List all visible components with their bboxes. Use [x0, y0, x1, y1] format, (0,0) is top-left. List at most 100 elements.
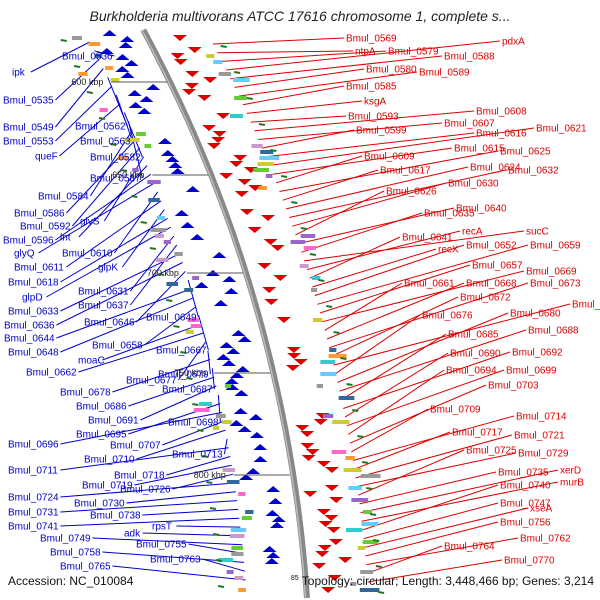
right-strand-gene-arrow — [287, 353, 302, 359]
right-gene-label: Bmul_0740 — [500, 481, 551, 492]
left-label-leader — [187, 279, 199, 318]
right-gene-label: Bmul_0692 — [512, 348, 563, 359]
right-feature-block — [300, 234, 316, 238]
right-strand-gene-arrow — [329, 497, 344, 503]
track-tick-right — [233, 71, 241, 74]
right-strand-gene-arrow — [264, 299, 279, 305]
right-label-leader — [351, 408, 429, 453]
left-feature-block — [230, 528, 247, 532]
left-label-leader — [78, 332, 204, 373]
backbone-arc — [140, 28, 310, 599]
left-strand-gene-arrow — [224, 378, 239, 384]
right-gene-label: Bmul_0641 — [402, 233, 453, 244]
right-strand-gene-arrow — [247, 227, 262, 233]
right-label-leader — [361, 481, 559, 522]
right-label-leader — [301, 212, 423, 253]
left-gene-label: Bmul_0536 — [62, 52, 113, 63]
right-strand-gene-arrow — [301, 455, 316, 461]
left-label-leader — [60, 217, 168, 283]
right-feature-block — [360, 474, 381, 478]
right-strand-gene-arrow — [313, 419, 328, 425]
right-label-leader — [226, 40, 501, 71]
left-strand-gene-arrow — [262, 546, 277, 552]
right-feature-block — [312, 276, 321, 280]
right-gene-label: Bmul_0721 — [514, 431, 565, 442]
track-tick-right — [352, 409, 359, 412]
left-strand-gene-arrow — [168, 162, 183, 168]
left-feature-block — [229, 534, 245, 538]
left-strand-gene-arrow — [229, 372, 244, 378]
right-gene-label: Bmul_0588 — [444, 52, 495, 63]
left-strand-gene-arrow — [270, 522, 284, 528]
left-gene-label: Bmul_0696 — [8, 440, 59, 451]
left-strand-gene-arrow — [231, 330, 246, 336]
right-gene-label: ksgA — [364, 97, 387, 108]
left-gene-label: glyS — [80, 217, 100, 228]
right-gene-label: xerD — [560, 466, 581, 477]
left-strand-gene-arrow — [139, 96, 154, 102]
right-strand-gene-arrow — [211, 137, 226, 143]
right-gene-label: Bmul_0580 — [366, 65, 417, 76]
left-strand-gene-arrow — [224, 288, 239, 294]
left-gene-label: Bmul_0726 — [120, 485, 171, 496]
left-feature-block — [135, 132, 146, 136]
left-gene-label: Bmul_0718 — [114, 471, 165, 482]
left-strand-gene-arrow — [222, 360, 236, 366]
left-strand-gene-arrow — [115, 54, 130, 60]
right-strand-gene-arrow — [318, 521, 333, 527]
track-tick-left — [180, 351, 187, 354]
right-gene-label: Bmul_0685 — [448, 330, 499, 341]
right-strand-gene-arrow — [237, 179, 252, 185]
right-gene-label: Bmul_0699 — [506, 366, 557, 377]
right-feature-block — [328, 354, 347, 358]
right-label-leader — [238, 71, 418, 97]
left-strand-gene-arrow — [180, 222, 195, 228]
right-gene-label: ntpA — [355, 47, 376, 58]
right-strand-gene-arrow — [184, 83, 199, 89]
right-label-leader — [254, 110, 475, 132]
left-strand-gene-arrow — [174, 210, 189, 216]
right-strand-gene-arrow — [212, 131, 227, 137]
track-tick-right — [362, 461, 369, 464]
right-strand-gene-arrow — [317, 545, 332, 551]
right-strand-gene-arrow — [234, 191, 249, 197]
left-gene-label: Bmul_0562 — [75, 122, 126, 133]
right-label-leader — [221, 50, 387, 62]
left-strand-gene-arrow — [212, 252, 227, 258]
right-label-leader — [365, 521, 499, 557]
left-strand-gene-arrow — [233, 408, 248, 414]
left-feature-block — [231, 552, 244, 556]
left-feature-block — [94, 54, 103, 58]
left-feature-block — [88, 42, 101, 46]
right-gene-label: Bmul_0676 — [422, 311, 473, 322]
left-gene-label: Bmul_0758 — [50, 548, 101, 559]
left-gene-label: Bmul_0553 — [3, 137, 54, 148]
right-feature-block — [357, 546, 366, 550]
left-gene-label: Bmul_0707 — [110, 441, 161, 452]
left-label-leader — [55, 85, 113, 142]
right-label-leader — [272, 147, 453, 175]
right-gene-label: Bmul_0617 — [380, 166, 431, 177]
left-label-leader — [66, 200, 162, 268]
left-feature-block — [245, 510, 254, 514]
track-tick-right — [270, 149, 277, 152]
right-gene-label: Bmul_0673 — [530, 279, 581, 290]
right-gene-label: Bmul_0681 — [572, 300, 600, 311]
track-tick-right — [333, 331, 340, 334]
track-tick-left — [140, 221, 147, 224]
left-gene-label: Bmul_0687 — [162, 385, 213, 396]
right-gene-label: Bmul_0625 — [500, 147, 551, 158]
left-strand-gene-arrow — [194, 282, 209, 288]
right-label-leader — [366, 545, 443, 574]
left-feature-block — [110, 78, 120, 82]
right-gene-label: Bmul_0690 — [450, 349, 501, 360]
left-feature-block — [192, 276, 200, 280]
left-strand-gene-arrow — [229, 420, 244, 426]
right-strand-gene-arrow — [262, 287, 277, 293]
right-gene-label: Bmul_0657 — [472, 261, 523, 272]
track-tick-right — [300, 227, 307, 230]
left-gene-label: Bmul_0631 — [78, 287, 129, 298]
right-strand-gene-arrow — [229, 161, 244, 167]
left-feature-block — [224, 384, 232, 388]
left-feature-block — [198, 402, 212, 406]
